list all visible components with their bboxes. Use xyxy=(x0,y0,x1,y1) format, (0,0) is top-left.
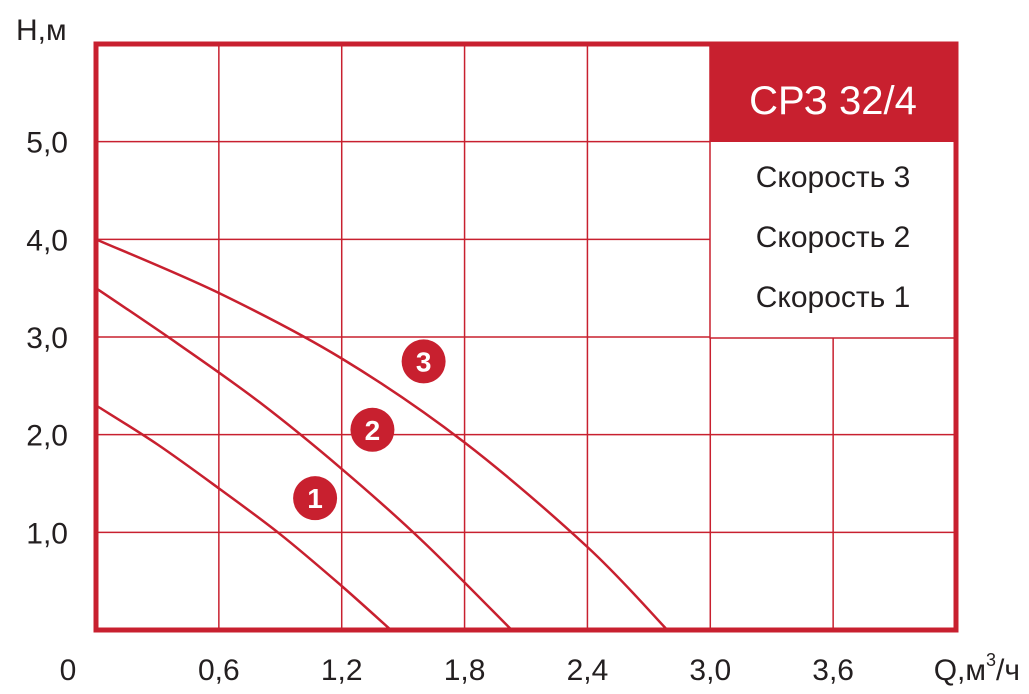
y-tick-label: 5,0 xyxy=(26,127,68,160)
curve-speed-3 xyxy=(95,238,669,631)
x-tick-label: 3,6 xyxy=(812,654,854,687)
marker-circle xyxy=(401,339,446,384)
curve-markers: 3 2 1 xyxy=(293,339,446,521)
x-tick-label: 1,8 xyxy=(444,654,486,687)
curve-speed-2 xyxy=(95,287,513,631)
legend: СРЗ 32/4 Скорость 3 Скорость 2 Скорость … xyxy=(709,43,957,339)
y-tick-label: 3,0 xyxy=(26,322,68,355)
x-tick-label: 0,6 xyxy=(198,654,240,687)
curves xyxy=(95,238,669,631)
x-tick-label: 2,4 xyxy=(567,654,609,687)
curve-marker-3: 3 xyxy=(401,339,446,384)
title-box xyxy=(710,44,956,142)
chart-title: СРЗ 32/4 xyxy=(749,79,917,123)
y-tick-label: 1,0 xyxy=(26,517,68,550)
legend-item-speed-1: Скорость 1 xyxy=(756,281,911,314)
x-tick-label: 3,0 xyxy=(689,654,731,687)
curve-speed-1 xyxy=(95,404,392,631)
marker-circle xyxy=(350,407,395,452)
x-axis-label: Q,м3/ч xyxy=(934,650,1020,687)
tick-labels: 0 0,6 1,2 1,8 2,4 3,0 3,6 1,0 2,0 3,0 4,0 5,0 xyxy=(26,127,854,687)
x-tick-label: 1,2 xyxy=(321,654,363,687)
y-axis-label: Н,м xyxy=(16,14,67,47)
marker-label: 1 xyxy=(307,483,323,514)
y-tick-label: 2,0 xyxy=(26,420,68,453)
y-tick-label: 4,0 xyxy=(26,224,68,257)
x-tick-label: 0 xyxy=(60,654,77,687)
plot-frame xyxy=(93,41,959,633)
legend-item-speed-3: Скорость 3 xyxy=(756,161,911,194)
marker-label: 2 xyxy=(365,415,381,446)
marker-circle xyxy=(293,476,338,521)
curve-marker-2: 2 xyxy=(350,407,395,452)
legend-item-speed-2: Скорость 2 xyxy=(756,221,911,254)
curve-marker-1: 1 xyxy=(293,476,338,521)
marker-label: 3 xyxy=(416,346,432,377)
